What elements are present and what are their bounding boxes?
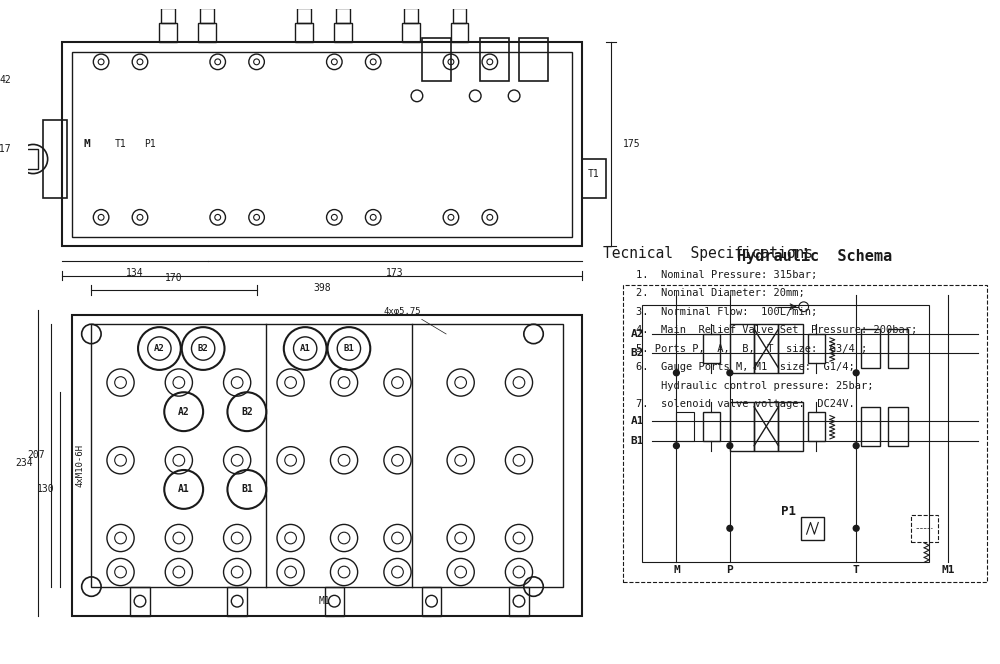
Text: M: M [673, 565, 680, 575]
Circle shape [673, 443, 679, 449]
Bar [888, 407, 908, 446]
Text: T1: T1 [115, 139, 126, 149]
Text: 117: 117 [0, 144, 12, 154]
Text: 170: 170 [165, 274, 183, 284]
Text: B2: B2 [198, 344, 209, 353]
Bar [62, 42, 582, 246]
Bar [861, 329, 880, 368]
Bar [730, 324, 754, 373]
Text: 173: 173 [386, 268, 404, 278]
Bar [703, 334, 720, 363]
Bar [676, 412, 694, 441]
Bar [623, 286, 987, 582]
Bar [9, 149, 38, 169]
Text: 4xφ5.75: 4xφ5.75 [384, 307, 421, 317]
Text: 1.  Nominal Pressure: 315bar;: 1. Nominal Pressure: 315bar; [636, 270, 817, 280]
Bar [91, 324, 563, 586]
Bar [911, 515, 938, 542]
Bar [861, 407, 880, 446]
Bar [161, 9, 175, 23]
Text: B2: B2 [631, 349, 644, 359]
Bar [334, 23, 352, 42]
Text: A1: A1 [300, 344, 311, 353]
Text: 5. Ports P,  A,  B,  T  size:  G3/4 ;: 5. Ports P, A, B, T size: G3/4 ; [636, 344, 867, 354]
Bar [336, 9, 350, 23]
Bar [404, 9, 418, 23]
Bar [295, 23, 313, 42]
Bar [43, 120, 67, 198]
Text: Hydraulic control pressure: 25bar;: Hydraulic control pressure: 25bar; [636, 380, 873, 390]
Bar [778, 324, 803, 373]
Text: 6.  Gauge Ports M, M1  size:  G1/4;: 6. Gauge Ports M, M1 size: G1/4; [636, 362, 854, 372]
Circle shape [853, 370, 859, 376]
Circle shape [853, 525, 859, 531]
Bar [808, 334, 825, 363]
Circle shape [727, 370, 733, 376]
Text: T: T [853, 565, 860, 575]
Text: 398: 398 [313, 284, 331, 293]
Bar [402, 23, 420, 42]
Bar [72, 315, 582, 616]
Text: P1: P1 [781, 505, 796, 519]
Bar [754, 324, 778, 373]
Bar [778, 402, 803, 451]
Text: 134: 134 [126, 268, 144, 278]
Bar [297, 9, 311, 23]
Text: B2: B2 [241, 406, 253, 417]
Text: 175: 175 [623, 139, 641, 149]
Bar [703, 412, 720, 441]
Text: B1: B1 [344, 344, 354, 353]
Text: M1: M1 [942, 565, 955, 575]
Circle shape [727, 443, 733, 449]
Text: 3.  Norminal Flow:  100L/min;: 3. Norminal Flow: 100L/min; [636, 307, 817, 317]
Bar [451, 23, 468, 42]
Bar [519, 38, 548, 81]
Bar [642, 305, 929, 562]
Bar [198, 23, 216, 42]
Text: B1: B1 [631, 436, 644, 446]
Bar [227, 586, 247, 616]
Text: 234: 234 [15, 457, 33, 467]
Text: T1: T1 [588, 169, 600, 179]
Text: Tecnical  Specifications: Tecnical Specifications [603, 246, 813, 262]
Bar [453, 9, 466, 23]
Bar [808, 412, 825, 441]
Bar [200, 9, 214, 23]
Text: M1: M1 [319, 596, 330, 606]
Bar [730, 402, 754, 451]
Bar [480, 38, 509, 81]
Text: A2: A2 [631, 329, 644, 339]
Text: P1: P1 [144, 139, 156, 149]
Text: A1: A1 [631, 416, 644, 426]
Text: A2: A2 [178, 406, 190, 417]
Bar [422, 586, 441, 616]
Bar [325, 586, 344, 616]
Bar [582, 159, 606, 198]
Text: 42: 42 [0, 75, 12, 85]
Text: 130: 130 [37, 485, 54, 495]
Text: 207: 207 [27, 450, 45, 460]
Circle shape [727, 525, 733, 531]
Bar [888, 329, 908, 368]
Bar [509, 586, 529, 616]
Bar [422, 38, 451, 81]
Text: B1: B1 [241, 485, 253, 495]
Text: A1: A1 [178, 485, 190, 495]
Circle shape [673, 370, 679, 376]
Bar [159, 23, 177, 42]
Text: 4xM10-6H: 4xM10-6H [75, 444, 84, 487]
Text: 2.  Nominal Diameter: 20mm;: 2. Nominal Diameter: 20mm; [636, 288, 804, 298]
Text: 7.  solenoid valve voltage:  DC24V.: 7. solenoid valve voltage: DC24V. [636, 399, 854, 409]
Text: Hydraulic  Schema: Hydraulic Schema [737, 248, 892, 264]
Text: 4.  Main  Relief Valve Set  Pressure: 200bar;: 4. Main Relief Valve Set Pressure: 200ba… [636, 325, 917, 335]
Text: M: M [83, 139, 90, 149]
Bar [130, 586, 150, 616]
Bar [72, 52, 572, 237]
Text: P: P [726, 565, 733, 575]
Bar [754, 402, 778, 451]
Text: A2: A2 [154, 344, 165, 353]
Circle shape [853, 443, 859, 449]
Bar [801, 517, 824, 540]
